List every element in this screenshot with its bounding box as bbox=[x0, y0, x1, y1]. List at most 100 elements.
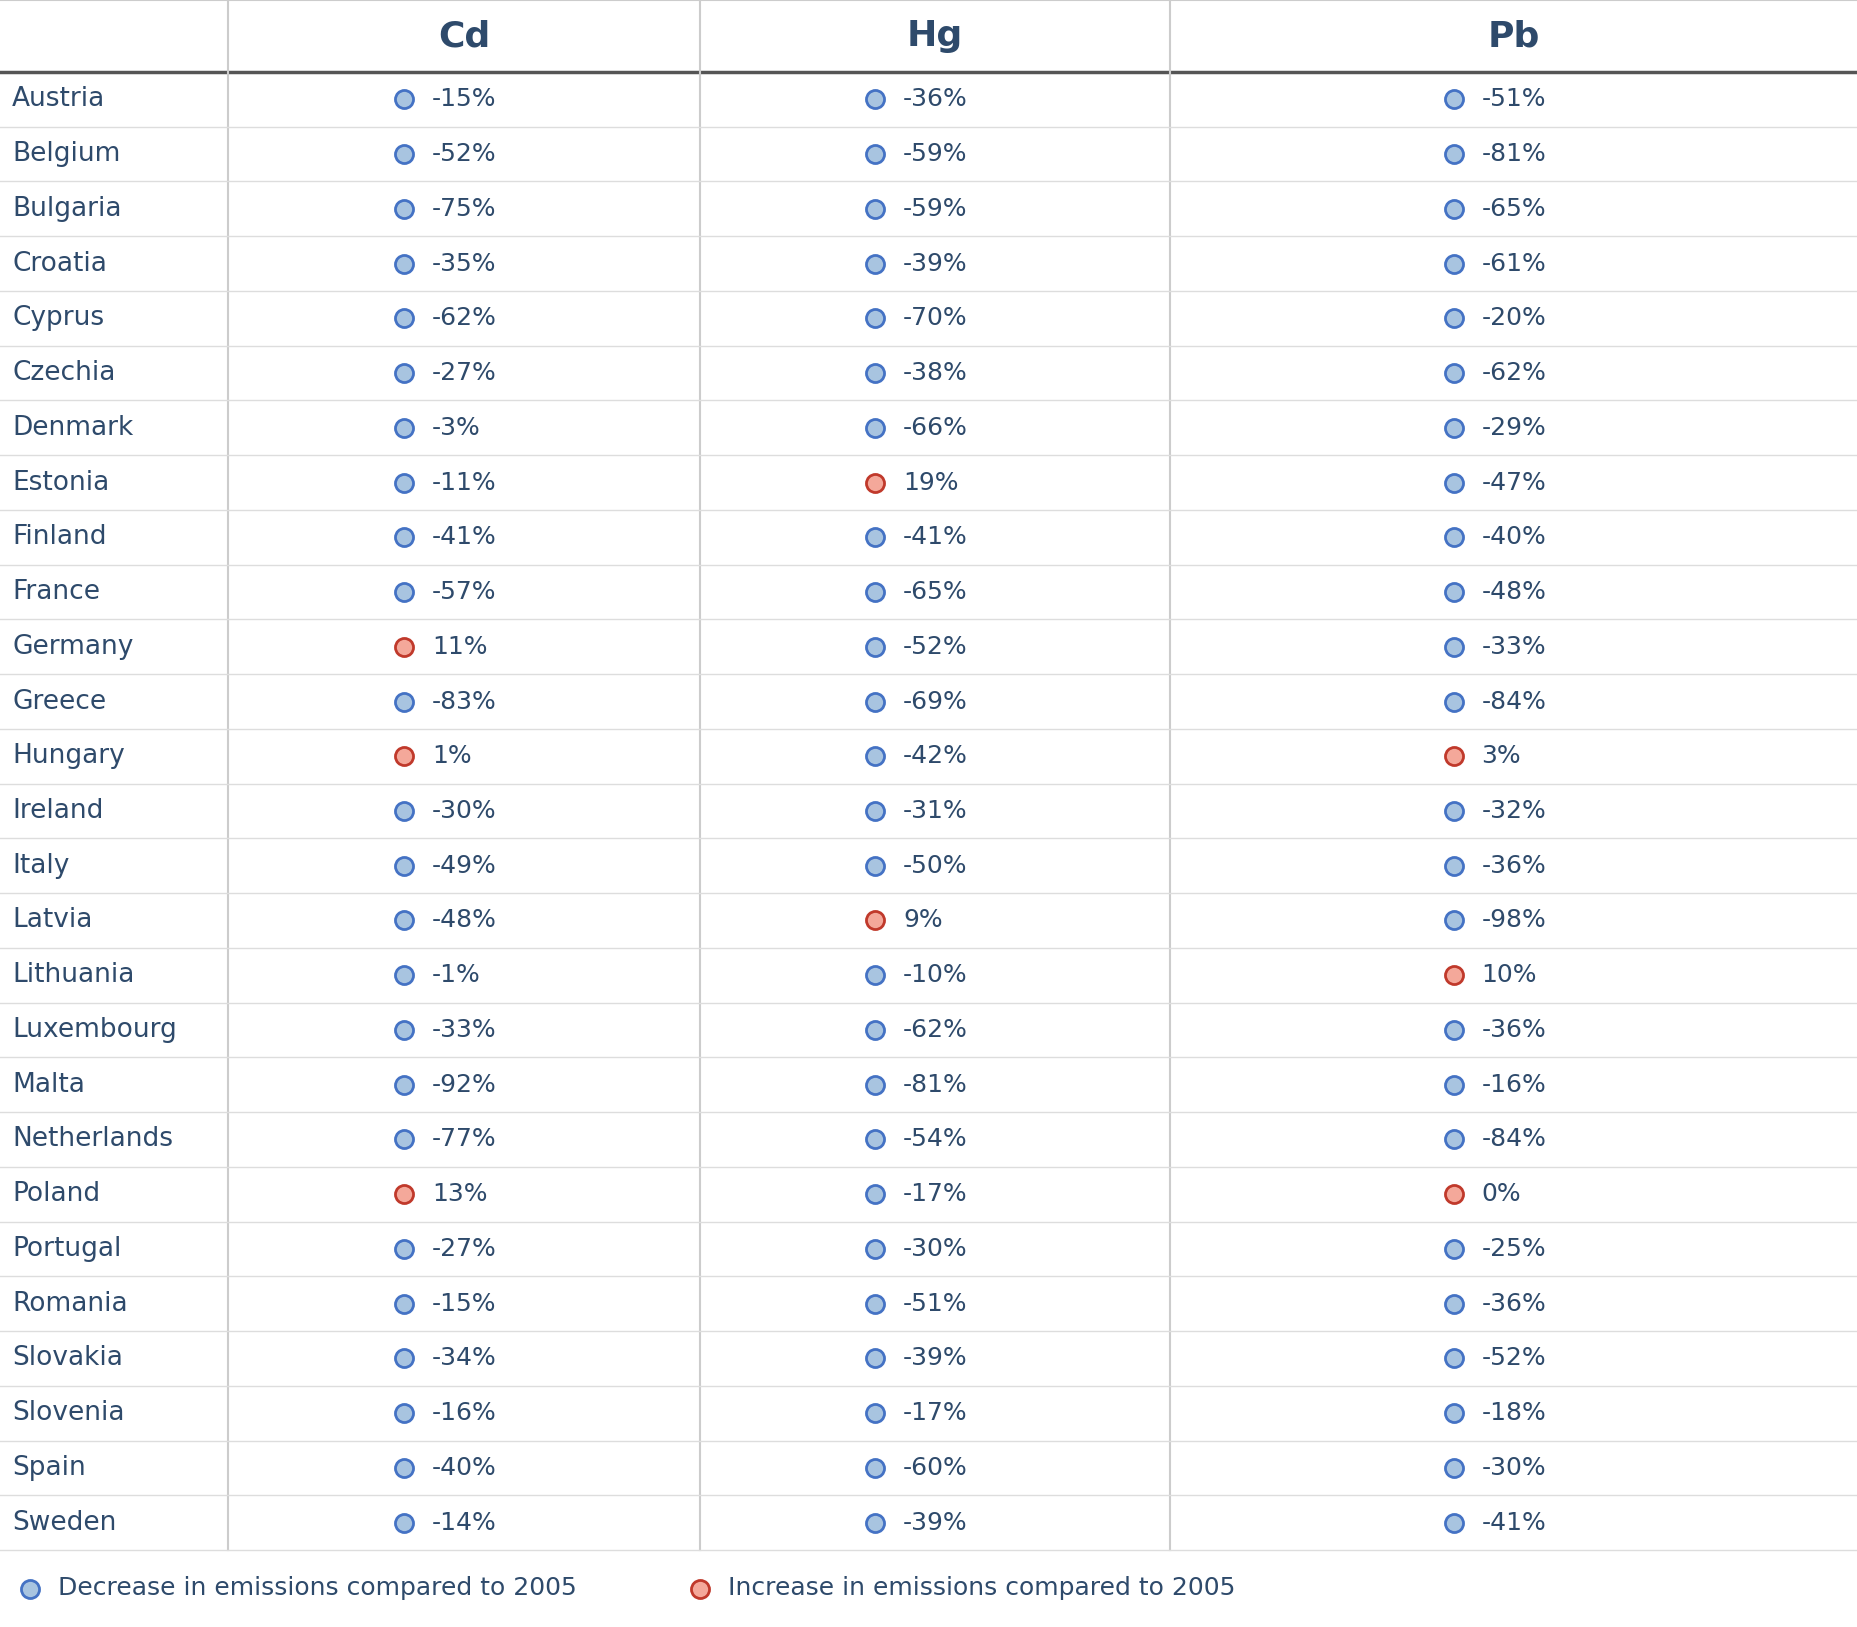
Text: -40%: -40% bbox=[433, 1456, 498, 1481]
Text: 0%: 0% bbox=[1482, 1183, 1521, 1206]
Text: 19%: 19% bbox=[903, 470, 958, 495]
Text: -42%: -42% bbox=[903, 744, 967, 768]
Text: Ireland: Ireland bbox=[11, 797, 104, 823]
Text: Hungary: Hungary bbox=[11, 744, 124, 770]
Text: -84%: -84% bbox=[1482, 1128, 1547, 1152]
Text: France: France bbox=[11, 579, 100, 605]
Text: -16%: -16% bbox=[433, 1401, 498, 1425]
Text: -1%: -1% bbox=[433, 963, 481, 988]
Text: -49%: -49% bbox=[433, 854, 498, 877]
Text: -36%: -36% bbox=[1482, 1292, 1547, 1316]
Text: Malta: Malta bbox=[11, 1072, 85, 1098]
Text: -36%: -36% bbox=[1482, 854, 1547, 877]
Text: Luxembourg: Luxembourg bbox=[11, 1017, 176, 1043]
Text: -17%: -17% bbox=[903, 1183, 967, 1206]
Text: 10%: 10% bbox=[1482, 963, 1538, 988]
Text: -36%: -36% bbox=[903, 88, 967, 111]
Text: Hg: Hg bbox=[906, 20, 964, 54]
Text: Bulgaria: Bulgaria bbox=[11, 195, 121, 221]
Text: -52%: -52% bbox=[1482, 1347, 1547, 1370]
Text: 3%: 3% bbox=[1482, 744, 1521, 768]
Text: Pb: Pb bbox=[1487, 20, 1539, 54]
Text: -48%: -48% bbox=[1482, 581, 1547, 604]
Text: -62%: -62% bbox=[1482, 361, 1547, 386]
Text: -81%: -81% bbox=[1482, 142, 1547, 166]
Text: 1%: 1% bbox=[433, 744, 472, 768]
Text: -27%: -27% bbox=[433, 1237, 498, 1261]
Text: -83%: -83% bbox=[433, 690, 498, 714]
Text: -25%: -25% bbox=[1482, 1237, 1547, 1261]
Text: -41%: -41% bbox=[1482, 1510, 1547, 1534]
Text: -51%: -51% bbox=[903, 1292, 967, 1316]
Text: -3%: -3% bbox=[433, 417, 481, 439]
Text: Slovakia: Slovakia bbox=[11, 1346, 123, 1372]
Text: -36%: -36% bbox=[1482, 1019, 1547, 1041]
Text: -39%: -39% bbox=[903, 1347, 967, 1370]
Text: Greece: Greece bbox=[11, 688, 106, 714]
Text: -62%: -62% bbox=[433, 306, 498, 330]
Text: -14%: -14% bbox=[433, 1510, 498, 1534]
Text: -30%: -30% bbox=[433, 799, 496, 823]
Text: -39%: -39% bbox=[903, 1510, 967, 1534]
Text: -31%: -31% bbox=[903, 799, 967, 823]
Text: Finland: Finland bbox=[11, 524, 106, 550]
Text: 13%: 13% bbox=[433, 1183, 488, 1206]
Text: -35%: -35% bbox=[433, 252, 496, 275]
Text: -48%: -48% bbox=[433, 908, 498, 932]
Text: -38%: -38% bbox=[903, 361, 967, 386]
Text: -29%: -29% bbox=[1482, 417, 1547, 439]
Text: -11%: -11% bbox=[433, 470, 496, 495]
Text: Austria: Austria bbox=[11, 86, 106, 112]
Text: -18%: -18% bbox=[1482, 1401, 1547, 1425]
Text: -70%: -70% bbox=[903, 306, 967, 330]
Text: -66%: -66% bbox=[903, 417, 967, 439]
Text: Cyprus: Cyprus bbox=[11, 306, 104, 332]
Text: -62%: -62% bbox=[903, 1019, 967, 1041]
Text: -17%: -17% bbox=[903, 1401, 967, 1425]
Text: -52%: -52% bbox=[433, 142, 496, 166]
Text: -10%: -10% bbox=[903, 963, 967, 988]
Text: -32%: -32% bbox=[1482, 799, 1547, 823]
Text: -41%: -41% bbox=[433, 526, 498, 550]
Text: -33%: -33% bbox=[1482, 635, 1547, 659]
Text: Netherlands: Netherlands bbox=[11, 1126, 173, 1152]
Text: Denmark: Denmark bbox=[11, 415, 134, 441]
Text: Slovenia: Slovenia bbox=[11, 1401, 124, 1427]
Text: -15%: -15% bbox=[433, 88, 496, 111]
Text: -27%: -27% bbox=[433, 361, 498, 386]
Text: -15%: -15% bbox=[433, 1292, 496, 1316]
Text: -16%: -16% bbox=[1482, 1072, 1547, 1097]
Text: -40%: -40% bbox=[1482, 526, 1547, 550]
Text: -47%: -47% bbox=[1482, 470, 1547, 495]
Text: -61%: -61% bbox=[1482, 252, 1547, 275]
Text: -75%: -75% bbox=[433, 197, 496, 221]
Text: -20%: -20% bbox=[1482, 306, 1547, 330]
Text: -98%: -98% bbox=[1482, 908, 1547, 932]
Text: Estonia: Estonia bbox=[11, 470, 110, 496]
Text: -30%: -30% bbox=[1482, 1456, 1547, 1481]
Text: Portugal: Portugal bbox=[11, 1237, 121, 1263]
Text: -81%: -81% bbox=[903, 1072, 967, 1097]
Text: -30%: -30% bbox=[903, 1237, 967, 1261]
Text: -41%: -41% bbox=[903, 526, 967, 550]
Text: -51%: -51% bbox=[1482, 88, 1547, 111]
Text: Spain: Spain bbox=[11, 1455, 85, 1481]
Text: Croatia: Croatia bbox=[11, 251, 108, 277]
Text: Poland: Poland bbox=[11, 1181, 100, 1207]
Text: -60%: -60% bbox=[903, 1456, 967, 1481]
Text: -57%: -57% bbox=[433, 581, 496, 604]
Text: Cd: Cd bbox=[438, 20, 490, 54]
Text: Italy: Italy bbox=[11, 853, 69, 879]
Text: 9%: 9% bbox=[903, 908, 943, 932]
Text: -33%: -33% bbox=[433, 1019, 496, 1041]
Text: Increase in emissions compared to 2005: Increase in emissions compared to 2005 bbox=[728, 1577, 1235, 1601]
Text: -65%: -65% bbox=[903, 581, 967, 604]
Text: -84%: -84% bbox=[1482, 690, 1547, 714]
Text: -59%: -59% bbox=[903, 142, 967, 166]
Text: -65%: -65% bbox=[1482, 197, 1547, 221]
Text: Czechia: Czechia bbox=[11, 360, 115, 386]
Text: Sweden: Sweden bbox=[11, 1510, 117, 1536]
Text: -92%: -92% bbox=[433, 1072, 498, 1097]
Text: -50%: -50% bbox=[903, 854, 967, 877]
Text: -39%: -39% bbox=[903, 252, 967, 275]
